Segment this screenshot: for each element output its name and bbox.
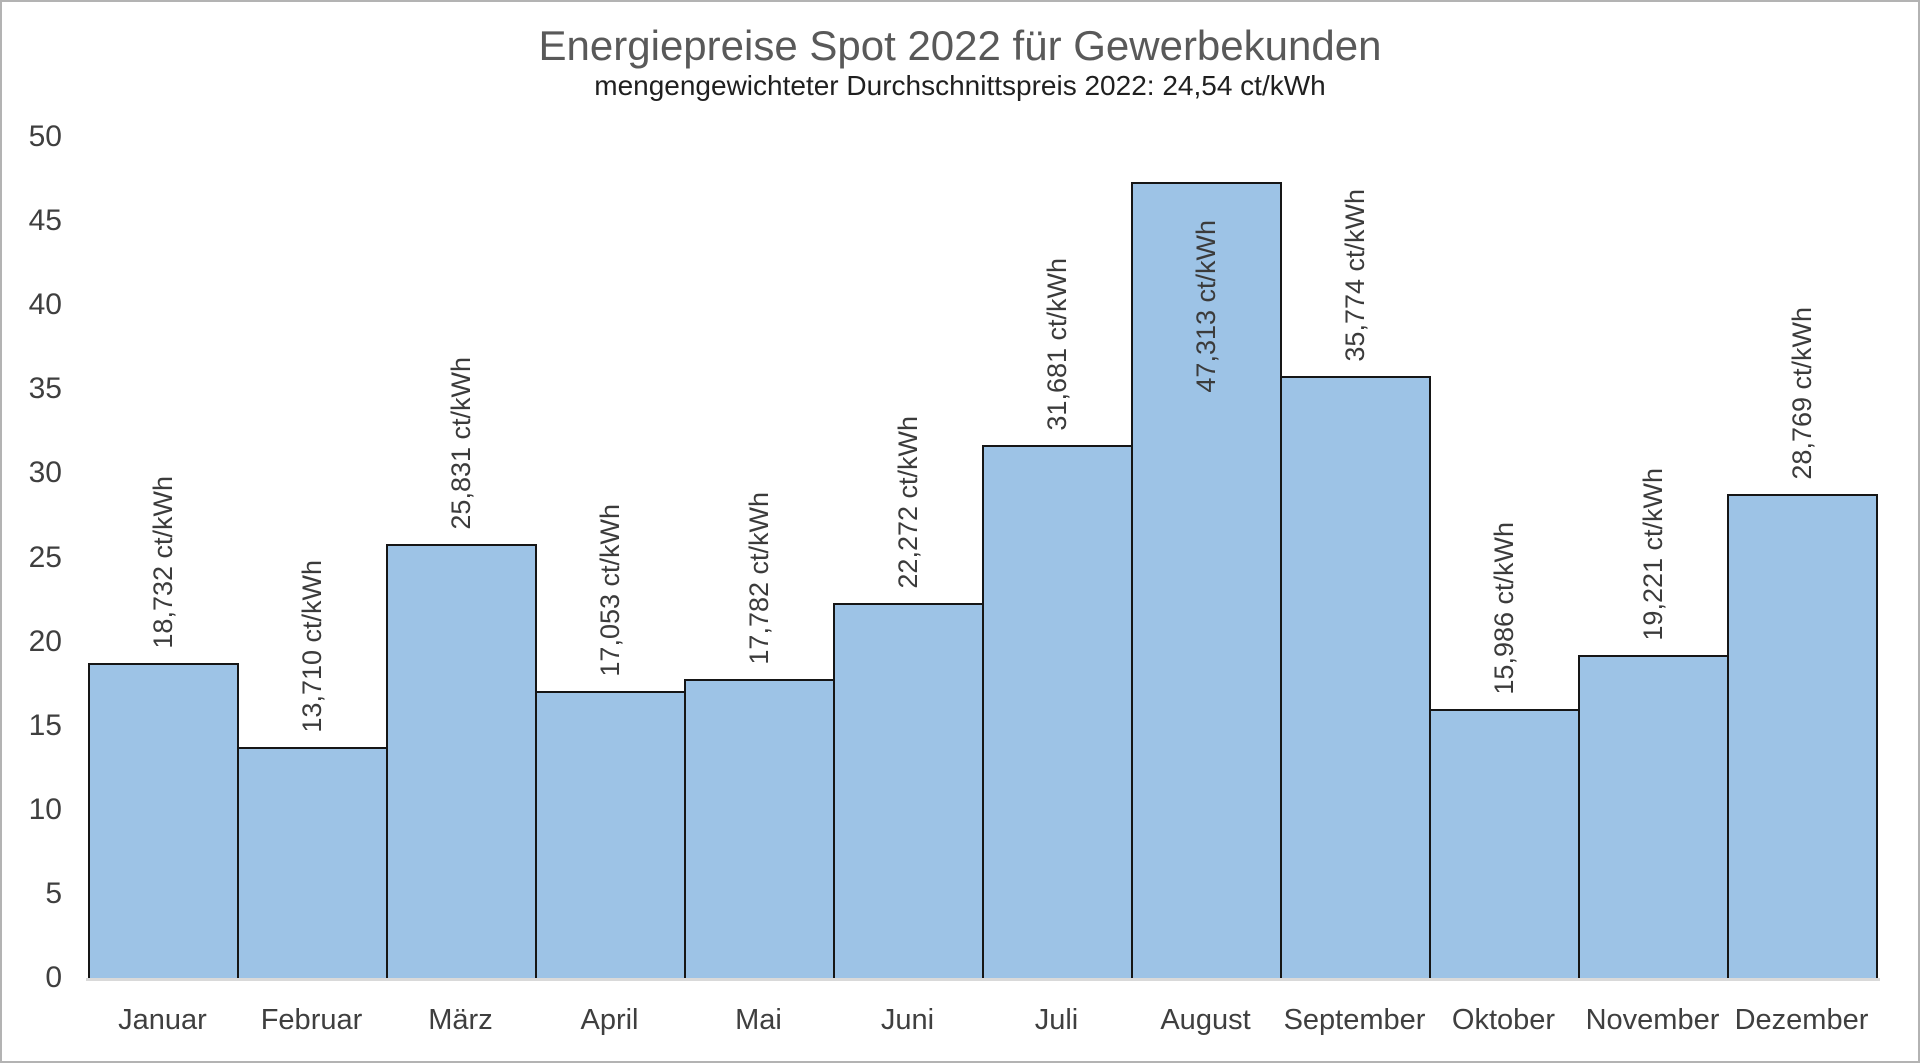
bar-februar	[237, 747, 388, 978]
bar-mai	[684, 679, 835, 978]
x-category-label: Februar	[260, 1004, 363, 1036]
y-tick-label: 25	[28, 541, 62, 574]
chart-subtitle: mengengewichteter Durchschnittspreis 202…	[594, 70, 1326, 101]
bar-märz	[386, 544, 537, 978]
bar-value-label: 22,272 ct/kWh	[893, 416, 923, 589]
y-tick-label: 5	[45, 877, 62, 910]
y-tick-label: 35	[28, 372, 62, 405]
bar-value-label: 19,221 ct/kWh	[1638, 468, 1668, 641]
bar-value-label: 17,053 ct/kWh	[595, 504, 625, 677]
bar-value-label: 31,681 ct/kWh	[1042, 258, 1072, 431]
bar-januar	[88, 663, 239, 978]
x-category-label: Juni	[880, 1004, 935, 1036]
bar-value-label: 25,831 ct/kWh	[446, 357, 476, 530]
x-category-label: Mai	[735, 1004, 782, 1036]
x-category-label: März	[428, 1004, 493, 1036]
x-category-label: August	[1160, 1004, 1251, 1036]
x-category-label: Juli	[1034, 1004, 1079, 1036]
x-category-label: Dezember	[1734, 1004, 1869, 1036]
bar-april	[535, 691, 686, 978]
x-category-label: April	[580, 1004, 639, 1036]
x-category-label: Januar	[118, 1004, 207, 1036]
bar-value-label: 35,774 ct/kWh	[1340, 189, 1370, 362]
bar-value-label: 17,782 ct/kWh	[744, 492, 774, 665]
bar-november	[1578, 655, 1729, 978]
x-category-label: Oktober	[1451, 1004, 1556, 1036]
bar-juni	[833, 603, 984, 978]
bar-august	[1131, 182, 1282, 978]
bar-value-label: 13,710 ct/kWh	[297, 560, 327, 733]
y-tick-label: 15	[28, 709, 62, 742]
bar-value-label: 15,986 ct/kWh	[1489, 522, 1519, 695]
x-axis-line	[86, 978, 1880, 981]
x-category-label: November	[1585, 1004, 1720, 1036]
y-tick-label: 30	[28, 456, 62, 489]
bar-dezember	[1727, 494, 1878, 978]
bar-september	[1280, 376, 1431, 978]
bar-value-label: 47,313 ct/kWh	[1191, 220, 1221, 393]
bar-value-label: 28,769 ct/kWh	[1787, 307, 1817, 480]
x-category-label: September	[1283, 1004, 1426, 1036]
y-tick-label: 10	[28, 793, 62, 826]
y-tick-label: 45	[28, 204, 62, 237]
y-tick-label: 0	[45, 961, 62, 994]
bar-oktober	[1429, 709, 1580, 978]
y-tick-label: 50	[28, 120, 62, 153]
y-tick-label: 40	[28, 288, 62, 321]
chart-title: Energiepreise Spot 2022 für Gewerbekunde…	[538, 22, 1382, 69]
bar-juli	[982, 445, 1133, 978]
y-tick-label: 20	[28, 625, 62, 658]
bar-value-label: 18,732 ct/kWh	[148, 476, 178, 649]
